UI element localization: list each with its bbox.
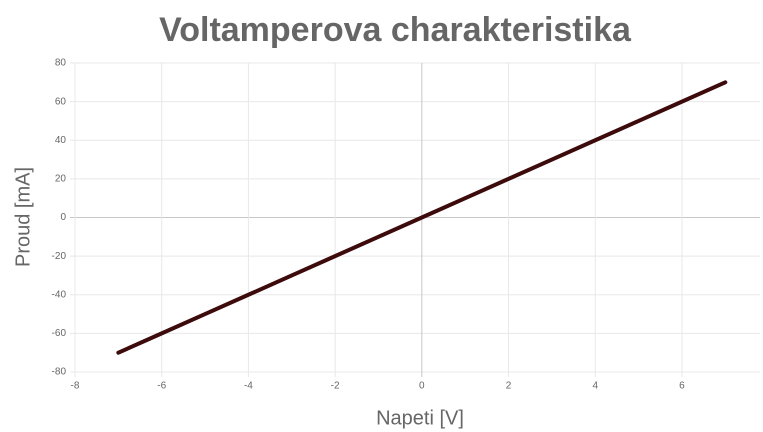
x-tick-label: -8 [71,381,80,392]
x-tick-label: -4 [244,381,253,392]
y-tick-label: -60 [52,328,67,339]
x-tick-label: 0 [419,381,425,392]
x-axis-label: Napeti [V] [376,407,464,429]
x-tick-label: 6 [679,381,685,392]
x-tick-label: 2 [506,381,512,392]
data-line [116,80,728,355]
x-tick-label: 4 [592,381,598,392]
y-tick-label: -20 [52,251,67,262]
y-tick-label: -80 [52,367,67,378]
y-tick-label: -40 [52,289,67,300]
y-tick-label: 40 [55,135,67,146]
y-tick-label: 20 [55,174,67,185]
y-tick-label: 60 [55,96,67,107]
y-tick-label: 0 [60,212,66,223]
x-tick-label: -2 [331,381,340,392]
y-axis-label: Proud [mA] [12,167,34,267]
chart-title: Voltamperova charakteristika [159,11,632,49]
x-tick-label: -6 [157,381,166,392]
y-tick-label: 80 [55,58,67,69]
